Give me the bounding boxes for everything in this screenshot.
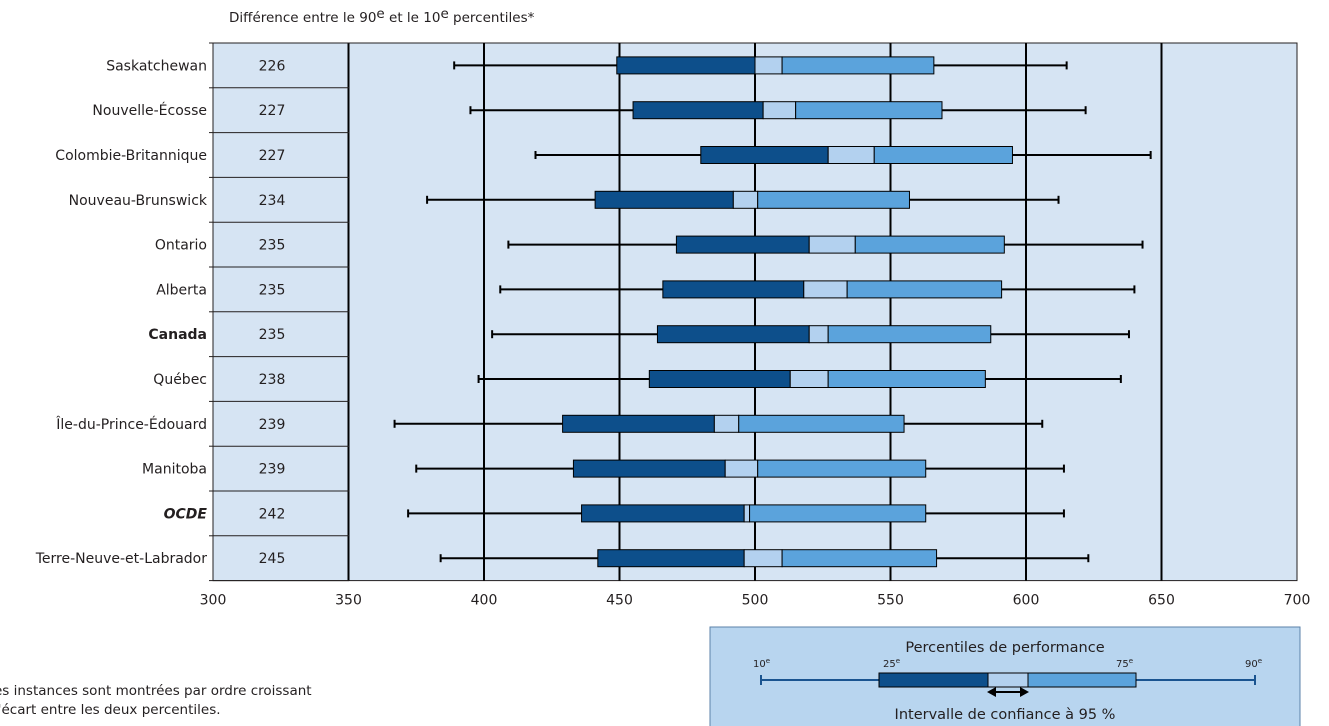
box-mean-p75	[795, 101, 943, 120]
legend-percentile-label: 90e	[1245, 657, 1262, 670]
box-confidence-interval	[732, 190, 759, 209]
row-label: Québec	[153, 372, 207, 388]
box-confidence-interval	[713, 414, 740, 433]
row-difference: 239	[259, 462, 286, 478]
x-tick-label: 350	[335, 593, 362, 609]
box-p25-mean	[597, 549, 745, 568]
footnote-line-2: l'écart entre les deux percentiles.	[0, 702, 221, 718]
chart-header: Différence entre le 90e et le 10e percen…	[229, 6, 535, 26]
box-mean-p75	[757, 459, 927, 478]
box-p25-mean	[656, 325, 810, 344]
box-mean-p75	[854, 235, 1005, 254]
x-tick-label: 400	[471, 593, 498, 609]
box-p25-mean	[700, 146, 829, 164]
x-tick-label: 450	[606, 593, 633, 609]
box-confidence-interval	[803, 280, 848, 299]
box-confidence-interval	[808, 325, 829, 344]
box-p25-mean	[632, 101, 764, 120]
x-tick-label: 650	[1148, 593, 1175, 609]
legend-percentile-label: 75e	[1116, 657, 1133, 670]
row-difference: 227	[259, 103, 286, 119]
row-label: Alberta	[156, 282, 207, 298]
box-mean-p75	[846, 280, 1003, 299]
row-label: Terre-Neuve-et-Labrador	[35, 551, 208, 567]
x-tick-label: 600	[1013, 593, 1040, 609]
row-canada: Canada 235	[148, 325, 1130, 344]
box-confidence-interval	[754, 56, 783, 75]
box-p25-mean	[616, 56, 756, 75]
box-mean-p75	[781, 549, 938, 568]
box-p25-mean	[648, 370, 791, 388]
box-mean-p75	[757, 190, 910, 209]
row-label: Manitoba	[142, 462, 207, 478]
footnote-line-1: es instances sont montrées par ordre cro…	[0, 683, 312, 699]
legend-percentile-label: 10e	[753, 657, 770, 670]
row-label: Colombie-Britannique	[55, 148, 207, 164]
box-p25-mean	[675, 235, 810, 254]
row-label: Nouveau-Brunswick	[69, 193, 208, 209]
legend-ci-box	[987, 672, 1029, 688]
row-colombie-britannique: Colombie-Britannique 227	[55, 146, 1152, 164]
row-terre-neuve-et-labrador: Terre-Neuve-et-Labrador 245	[35, 549, 1090, 568]
row-alberta: Alberta 235	[156, 280, 1136, 299]
box-confidence-interval	[743, 504, 751, 523]
legend: Percentiles de performance 10e 25e 75e 90e In…	[709, 626, 1301, 726]
box-p25-mean	[562, 414, 715, 433]
x-tick-label: 300	[200, 593, 227, 609]
box-mean-p75	[738, 414, 905, 433]
box-confidence-interval	[724, 459, 759, 478]
row-difference: 238	[259, 372, 286, 388]
box-mean-p75	[781, 56, 935, 75]
row-difference: 242	[259, 506, 286, 522]
box-mean-p75	[827, 370, 986, 388]
row-label: Nouvelle-Écosse	[92, 102, 207, 119]
box-p25-mean	[662, 280, 805, 299]
box-confidence-interval	[762, 101, 797, 120]
row-difference: 226	[259, 58, 286, 74]
legend-percentile-label: 25e	[883, 657, 900, 670]
footnote: es instances sont montrées par ordre cro…	[0, 682, 312, 720]
row-label: Île-du-Prince-Édouard	[55, 415, 207, 433]
row-nouveau-brunswick: Nouveau-Brunswick 234	[69, 190, 1060, 209]
legend-title: Percentiles de performance	[905, 640, 1104, 656]
box-mean-p75	[749, 504, 927, 523]
x-tick-label: 500	[742, 593, 769, 609]
x-tick-label: 550	[877, 593, 904, 609]
row-manitoba: Manitoba 239	[142, 459, 1065, 478]
box-confidence-interval	[789, 370, 829, 388]
row-qu-bec: Québec 238	[153, 370, 1122, 388]
row-ontario: Ontario 235	[155, 235, 1144, 254]
row-difference: 234	[259, 193, 286, 209]
x-tick-label: 700	[1284, 593, 1311, 609]
row-difference: 245	[259, 551, 286, 567]
box-p25-mean	[594, 190, 734, 209]
row-difference: 235	[259, 238, 286, 254]
row-difference: 235	[259, 327, 286, 343]
row-label: Canada	[148, 327, 207, 343]
legend-arrow-left	[987, 687, 996, 697]
box-confidence-interval	[808, 235, 856, 254]
row-label: Ontario	[155, 238, 207, 254]
box-mean-p75	[873, 146, 1013, 164]
row-saskatchewan: Saskatchewan 226	[106, 56, 1068, 75]
legend-ci-label: Intervalle de confiance à 95 %	[895, 707, 1116, 723]
row-label: Saskatchewan	[106, 58, 207, 74]
legend-arrow-right	[1020, 687, 1029, 697]
row-difference: 227	[259, 148, 286, 164]
row-difference: 239	[259, 417, 286, 433]
row-label: OCDE	[164, 506, 208, 522]
box-mean-p75	[827, 325, 992, 344]
legend-light-box	[1027, 672, 1137, 688]
box-p25-mean	[572, 459, 726, 478]
box-confidence-interval	[743, 549, 783, 568]
box-confidence-interval	[827, 146, 875, 164]
row-difference: 235	[259, 282, 286, 298]
box-p25-mean	[581, 504, 745, 523]
row-ocde: OCDE 242	[164, 504, 1065, 523]
legend-dark-box	[878, 672, 989, 688]
row--le-du-prince-douard: Île-du-Prince-Édouard 239	[55, 414, 1044, 433]
row-nouvelle-cosse: Nouvelle-Écosse 227	[92, 101, 1087, 120]
